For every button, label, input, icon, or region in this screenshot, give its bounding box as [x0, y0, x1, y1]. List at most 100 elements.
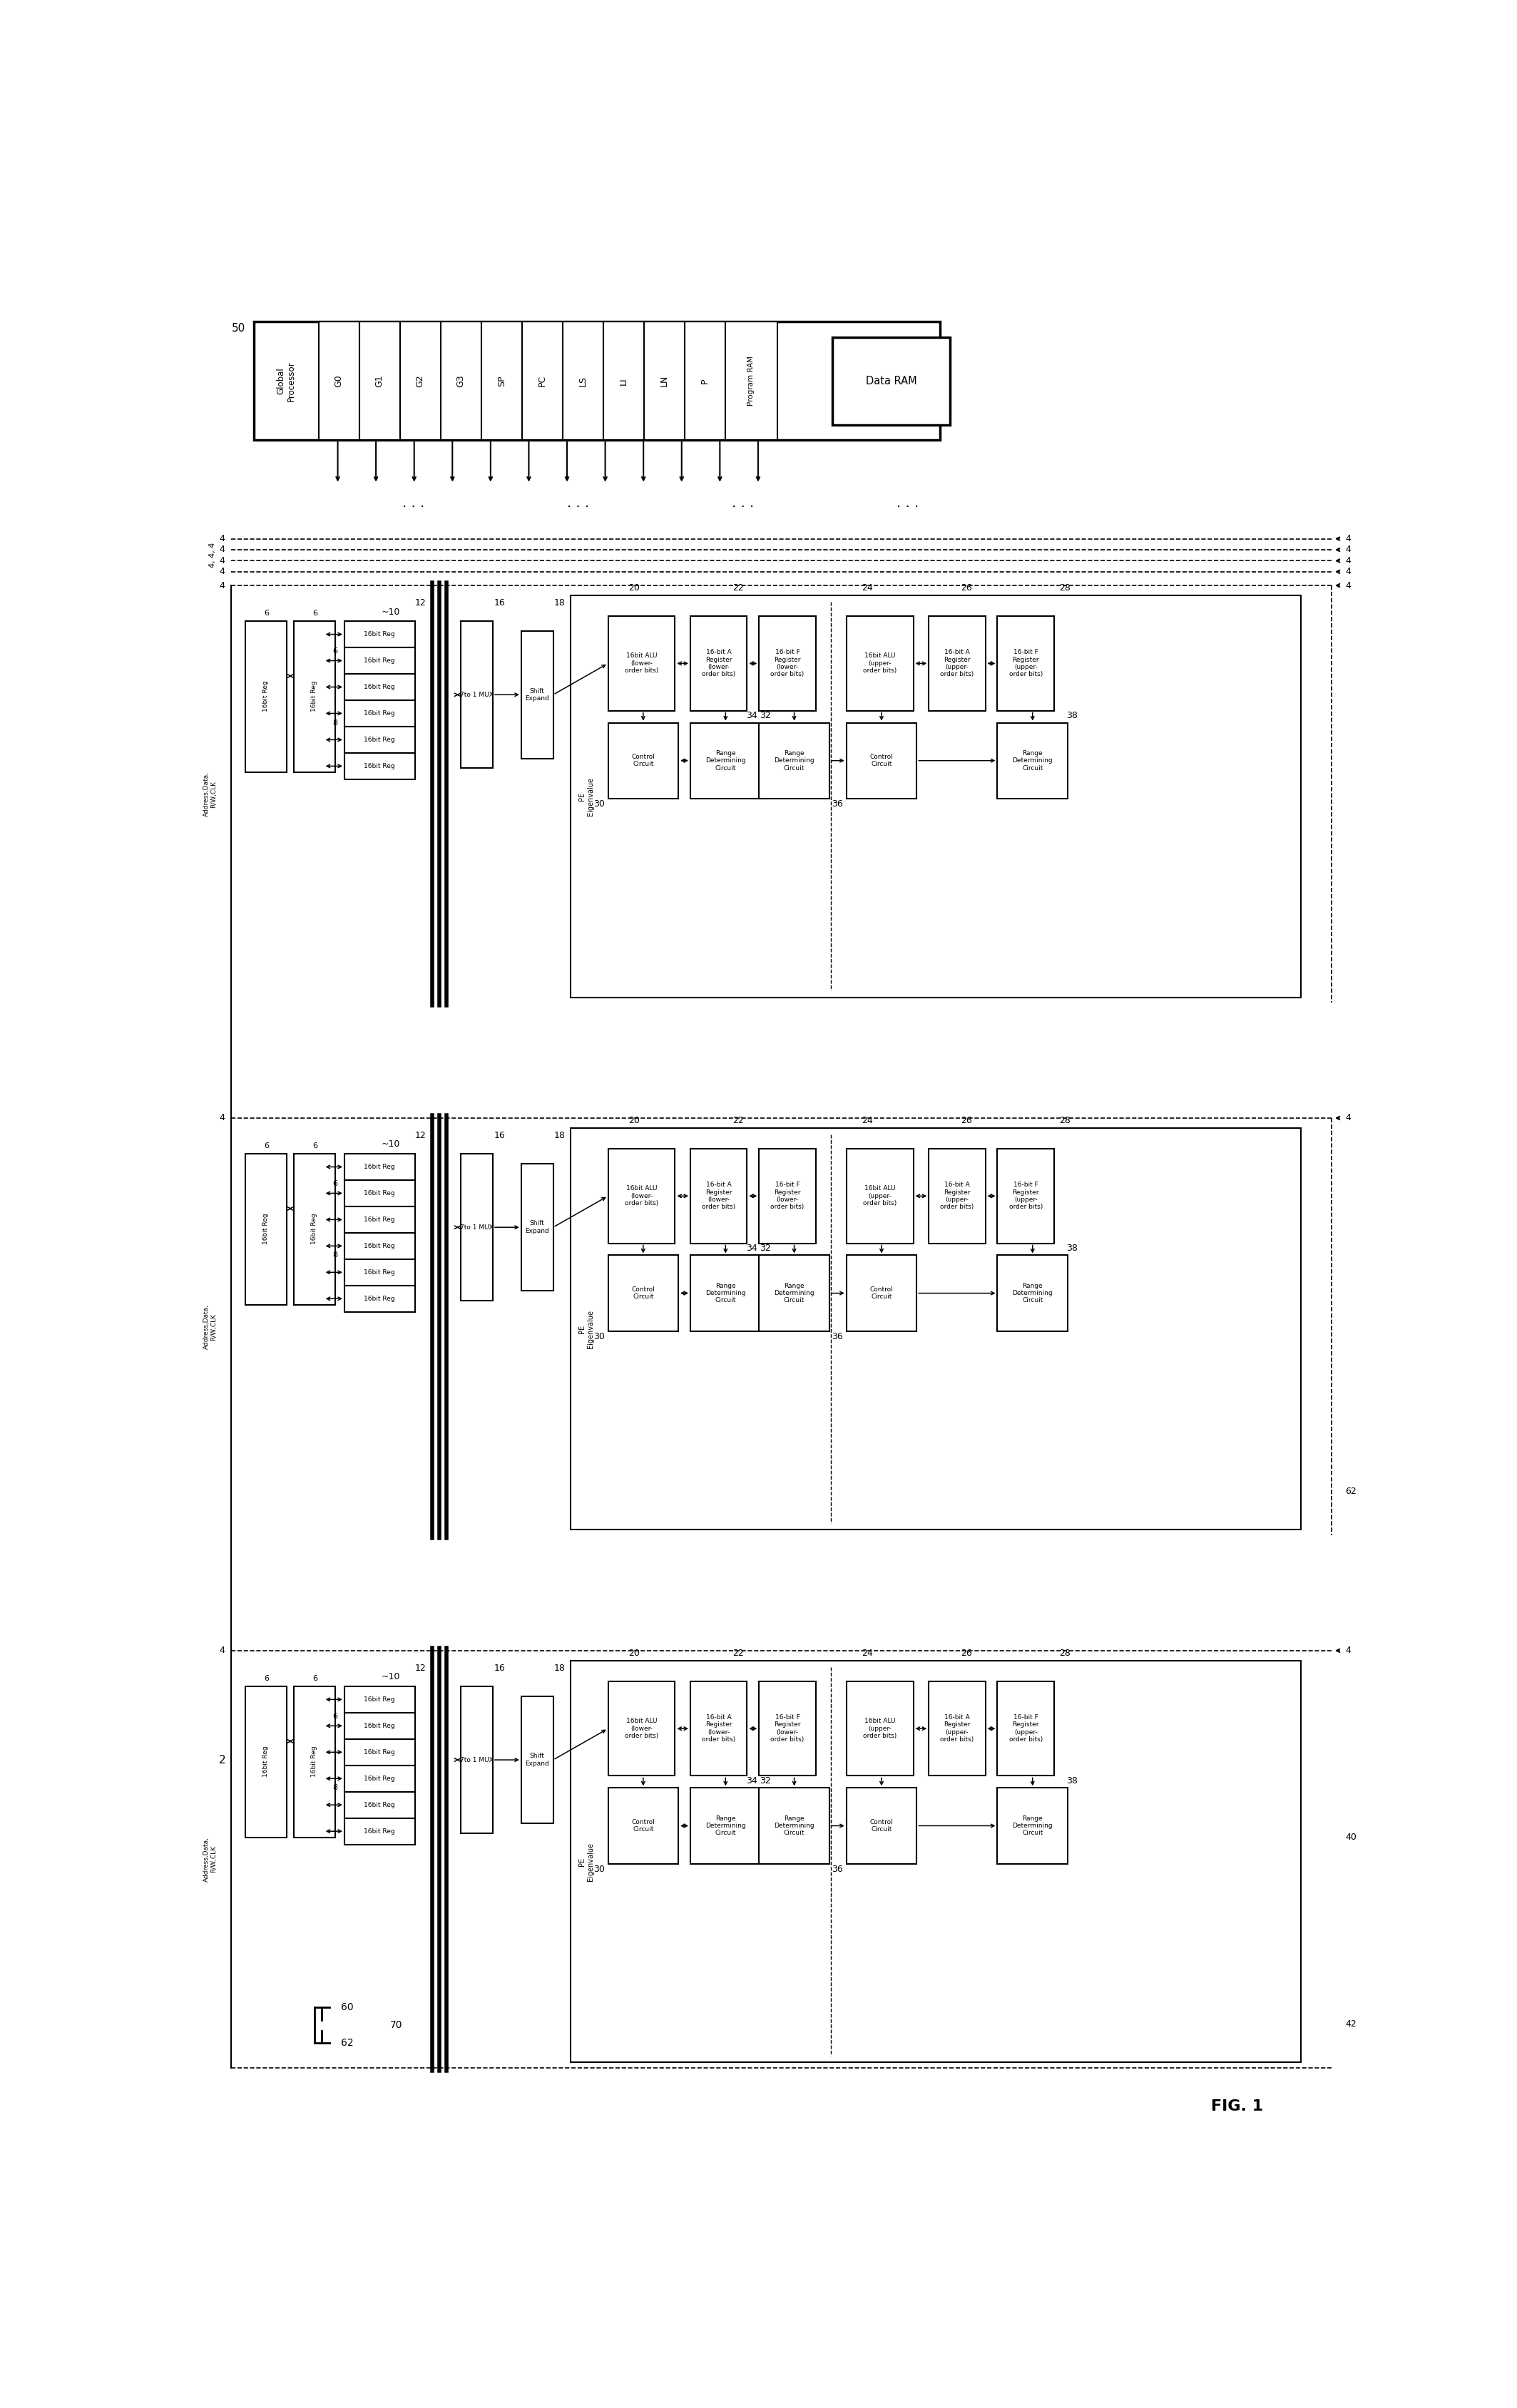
- Text: 20: 20: [628, 1649, 640, 1659]
- Text: 16-bit A
Register
(upper-
order bits): 16-bit A Register (upper- order bits): [941, 1714, 974, 1743]
- Bar: [344, 648, 414, 674]
- Text: 16bit Reg: 16bit Reg: [364, 1216, 394, 1223]
- Text: 4: 4: [218, 580, 225, 590]
- Text: 22: 22: [733, 1117, 743, 1125]
- Bar: [725, 323, 777, 441]
- Text: 62: 62: [1346, 1486, 1356, 1495]
- Text: 16-bit A
Register
(lower-
order bits): 16-bit A Register (lower- order bits): [702, 1714, 736, 1743]
- Text: 16bit ALU
(upper-
order bits): 16bit ALU (upper- order bits): [863, 1185, 897, 1206]
- Bar: [608, 1255, 678, 1332]
- Text: 30: 30: [593, 799, 605, 809]
- Bar: [608, 722, 678, 799]
- Text: Control
Circuit: Control Circuit: [631, 754, 655, 768]
- Text: Data RAM: Data RAM: [866, 376, 916, 388]
- Bar: [643, 323, 684, 441]
- Text: 16bit ALU
(upper-
order bits): 16bit ALU (upper- order bits): [863, 653, 897, 674]
- Bar: [758, 1255, 830, 1332]
- Text: FIG. 1: FIG. 1: [1211, 2100, 1264, 2114]
- Text: 8: 8: [332, 720, 338, 727]
- Bar: [344, 1818, 414, 1845]
- Bar: [344, 1739, 414, 1765]
- Text: 24: 24: [862, 1649, 872, 1659]
- Text: PE
Eigenvalue: PE Eigenvalue: [578, 1310, 593, 1348]
- Text: P: P: [699, 378, 710, 383]
- Text: 28: 28: [1059, 1117, 1071, 1125]
- Text: 16bit Reg: 16bit Reg: [364, 1801, 394, 1808]
- Bar: [928, 1681, 986, 1775]
- Text: 6: 6: [332, 1712, 338, 1719]
- Text: G0: G0: [334, 376, 343, 388]
- Bar: [997, 1255, 1068, 1332]
- Bar: [690, 722, 760, 799]
- Text: Shift
Expand: Shift Expand: [525, 1753, 549, 1767]
- Bar: [928, 1149, 986, 1243]
- Text: 28: 28: [1059, 583, 1071, 592]
- Text: 34: 34: [746, 1777, 757, 1784]
- Text: 16bit ALU
(lower-
order bits): 16bit ALU (lower- order bits): [625, 1717, 658, 1739]
- Text: Range
Determining
Circuit: Range Determining Circuit: [705, 1816, 746, 1837]
- Text: 4: 4: [218, 1647, 225, 1654]
- Text: 40: 40: [1346, 1832, 1356, 1842]
- Text: 16bit Reg: 16bit Reg: [364, 1775, 394, 1782]
- Bar: [253, 323, 941, 441]
- Text: SP: SP: [498, 376, 507, 385]
- Text: 16bit Reg: 16bit Reg: [262, 681, 269, 713]
- Text: 16: 16: [493, 1132, 505, 1141]
- Text: LI: LI: [619, 378, 628, 385]
- Bar: [400, 323, 440, 441]
- Text: 16bit Reg: 16bit Reg: [364, 763, 394, 768]
- Text: 16-bit A
Register
(upper-
order bits): 16-bit A Register (upper- order bits): [941, 1182, 974, 1211]
- Text: 16: 16: [493, 1664, 505, 1674]
- Bar: [570, 1662, 1302, 2061]
- Bar: [758, 1787, 830, 1864]
- Text: Range
Determining
Circuit: Range Determining Circuit: [1012, 1283, 1053, 1303]
- Text: 62: 62: [341, 2037, 353, 2049]
- Text: 16bit Reg: 16bit Reg: [364, 710, 394, 718]
- Text: 26: 26: [960, 1649, 972, 1659]
- Text: 4, 4, 4: 4, 4, 4: [209, 542, 217, 568]
- Text: 4: 4: [1346, 580, 1352, 590]
- Text: . . .: . . .: [731, 496, 754, 510]
- Text: 24: 24: [862, 583, 872, 592]
- Text: G1: G1: [375, 376, 384, 388]
- Bar: [690, 1681, 746, 1775]
- Text: Control
Circuit: Control Circuit: [631, 1818, 655, 1832]
- Bar: [690, 1149, 746, 1243]
- Text: 16bit Reg: 16bit Reg: [311, 681, 317, 713]
- Text: 16bit Reg: 16bit Reg: [262, 1746, 269, 1777]
- Text: 12: 12: [414, 1664, 426, 1674]
- Text: 16bit Reg: 16bit Reg: [364, 1722, 394, 1729]
- Text: 16-bit A
Register
(lower-
order bits): 16-bit A Register (lower- order bits): [702, 650, 736, 677]
- Bar: [344, 1712, 414, 1739]
- Text: Global
Processor: Global Processor: [276, 361, 296, 402]
- Bar: [833, 337, 950, 426]
- Text: 16bit Reg: 16bit Reg: [364, 1296, 394, 1303]
- Bar: [344, 1686, 414, 1712]
- Text: 16-bit F
Register
(upper-
order bits): 16-bit F Register (upper- order bits): [1009, 1182, 1042, 1211]
- Text: . . .: . . .: [402, 496, 425, 510]
- Text: 16bit Reg: 16bit Reg: [364, 1269, 394, 1276]
- Text: 8: 8: [332, 1252, 338, 1259]
- Bar: [461, 621, 493, 768]
- Text: 16bit Reg: 16bit Reg: [364, 1190, 394, 1197]
- Text: 7to 1 MUX: 7to 1 MUX: [460, 1223, 493, 1230]
- Text: 6: 6: [313, 1141, 319, 1149]
- Bar: [997, 616, 1054, 710]
- Text: 4: 4: [1346, 1647, 1352, 1654]
- Text: Address,Data,
R/W,CLK: Address,Data, R/W,CLK: [203, 1837, 217, 1881]
- Bar: [758, 1681, 816, 1775]
- Text: 4: 4: [218, 544, 225, 554]
- Text: 16bit ALU
(lower-
order bits): 16bit ALU (lower- order bits): [625, 653, 658, 674]
- Text: Range
Determining
Circuit: Range Determining Circuit: [1012, 1816, 1053, 1837]
- Text: 7to 1 MUX: 7to 1 MUX: [460, 691, 493, 698]
- Text: 38: 38: [1066, 710, 1077, 720]
- Text: 32: 32: [760, 710, 771, 720]
- Bar: [758, 616, 816, 710]
- Text: 4: 4: [218, 556, 225, 566]
- Bar: [522, 323, 563, 441]
- Text: 22: 22: [733, 583, 743, 592]
- Bar: [440, 323, 481, 441]
- Text: Range
Determining
Circuit: Range Determining Circuit: [774, 1816, 815, 1837]
- Bar: [570, 595, 1302, 997]
- Bar: [846, 1787, 916, 1864]
